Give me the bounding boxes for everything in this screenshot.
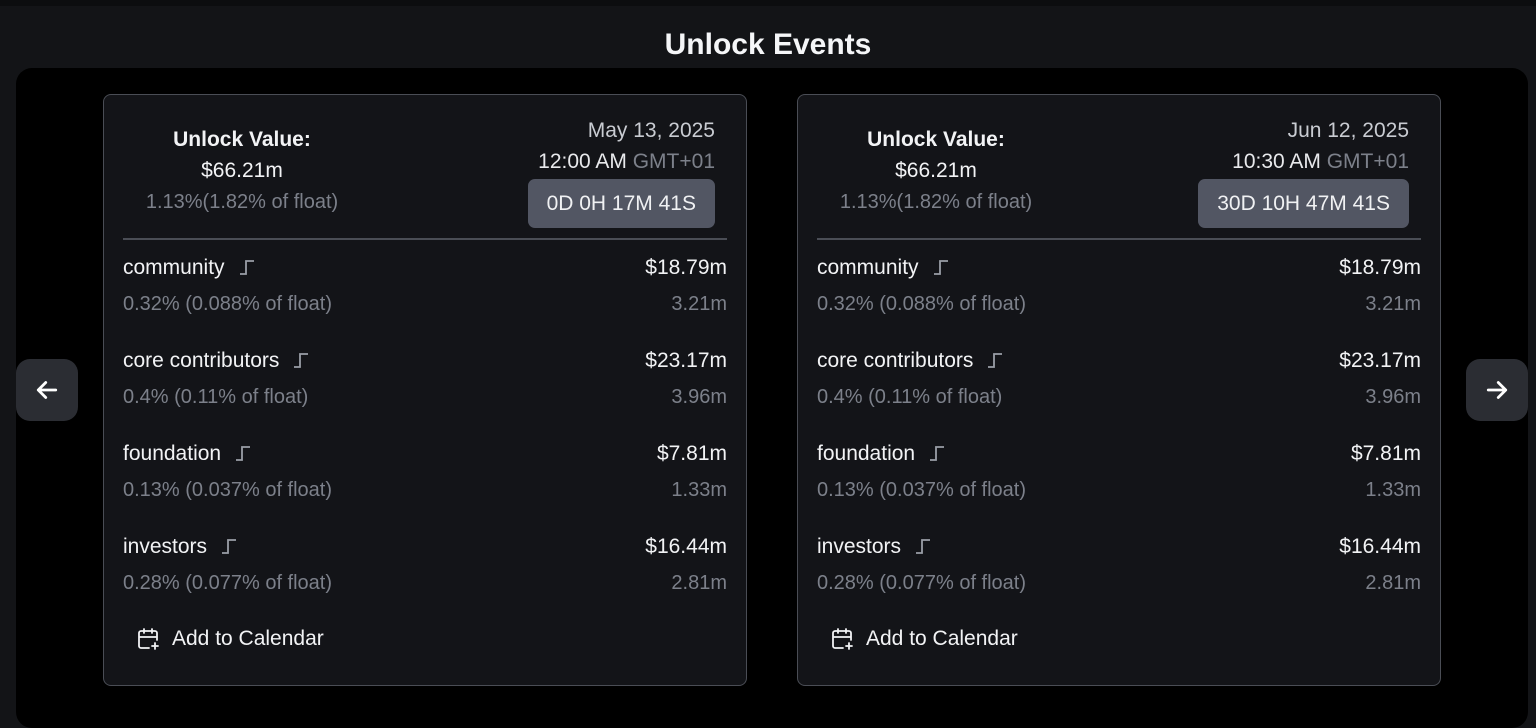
allocation-percent: 0.32% (0.088% of float) [123, 293, 333, 315]
allocation-usd: $7.81m [1350, 442, 1421, 465]
allocation-row: investors 0.28% (0.077% of float) $16.44… [817, 532, 1421, 612]
prev-button[interactable] [16, 359, 78, 421]
unlock-value: $66.21m [895, 159, 977, 182]
top-bar [0, 0, 1536, 6]
allocation-name: investors [123, 535, 208, 558]
countdown-badge: 30D 10H 47M 41S [1198, 179, 1409, 228]
allocation-amount: 3.96m [671, 386, 727, 408]
allocation-name: community [817, 256, 919, 279]
allocation-usd: $18.79m [645, 256, 727, 279]
allocation-amount: 1.33m [1365, 479, 1421, 501]
arrow-left-icon [36, 381, 58, 399]
countdown-badge: 0D 0H 17M 41S [527, 179, 715, 228]
allocation-row: foundation 0.13% (0.037% of float) $7.81… [123, 439, 727, 519]
allocation-percent: 0.32% (0.088% of float) [817, 293, 1027, 315]
calendar-plus-icon [138, 628, 159, 650]
divider [817, 238, 1421, 240]
allocation-amount: 1.33m [671, 479, 727, 501]
step-unlock-icon [916, 539, 931, 554]
add-to-calendar-button[interactable]: Add to Calendar [830, 624, 1018, 654]
unlock-percent: 1.13%(1.82% of float) [839, 191, 1033, 213]
allocation-name: community [123, 256, 225, 279]
step-unlock-icon [930, 446, 945, 461]
timezone: GMT+01 [1326, 150, 1409, 173]
unlock-event-card: Unlock Value: $66.21m 1.13%(1.82% of flo… [797, 94, 1441, 686]
unlock-date: Jun 12, 2025 [1287, 119, 1409, 142]
add-to-calendar-label: Add to Calendar [866, 627, 1018, 650]
allocation-usd: $23.17m [645, 349, 727, 372]
step-unlock-icon [239, 260, 254, 275]
allocation-name: investors [817, 535, 902, 558]
step-unlock-icon [294, 353, 309, 368]
unlock-date: May 13, 2025 [587, 119, 715, 142]
allocation-row: core contributors 0.4% (0.11% of float) … [123, 346, 727, 426]
unlock-time: 12:00 AM [538, 150, 627, 173]
unlock-value: $66.21m [201, 159, 283, 182]
unlock-event-card: Unlock Value: $66.21m 1.13%(1.82% of flo… [103, 94, 747, 686]
allocation-row: investors 0.28% (0.077% of float) $16.44… [123, 532, 727, 612]
arrow-right-icon [1486, 381, 1508, 399]
allocation-percent: 0.28% (0.077% of float) [817, 572, 1027, 594]
next-button[interactable] [1466, 359, 1528, 421]
calendar-plus-icon [832, 628, 853, 650]
allocation-name: foundation [123, 442, 222, 465]
allocation-amount: 3.21m [671, 293, 727, 315]
allocation-usd: $16.44m [1339, 535, 1421, 558]
add-to-calendar-label: Add to Calendar [172, 627, 324, 650]
timezone: GMT+01 [632, 150, 715, 173]
add-to-calendar-button[interactable]: Add to Calendar [136, 624, 324, 654]
allocation-amount: 2.81m [671, 572, 727, 594]
allocation-usd: $16.44m [645, 535, 727, 558]
allocation-row: foundation 0.13% (0.037% of float) $7.81… [817, 439, 1421, 519]
page-title: Unlock Events [664, 28, 872, 61]
allocation-row: community 0.32% (0.088% of float) $18.79… [817, 253, 1421, 333]
unlock-percent: 1.13%(1.82% of float) [145, 191, 339, 213]
unlock-value-label: Unlock Value: [173, 128, 311, 151]
allocation-row: core contributors 0.4% (0.11% of float) … [817, 346, 1421, 426]
allocation-percent: 0.4% (0.11% of float) [817, 386, 1003, 408]
allocation-percent: 0.4% (0.11% of float) [123, 386, 309, 408]
allocation-usd: $7.81m [656, 442, 727, 465]
step-unlock-icon [222, 539, 237, 554]
allocation-row: community 0.32% (0.088% of float) $18.79… [123, 253, 727, 333]
allocation-amount: 2.81m [1365, 572, 1421, 594]
step-unlock-icon [933, 260, 948, 275]
allocation-usd: $23.17m [1339, 349, 1421, 372]
divider [123, 238, 727, 240]
allocation-amount: 3.21m [1365, 293, 1421, 315]
allocation-name: core contributors [817, 349, 974, 372]
step-unlock-icon [988, 353, 1003, 368]
unlock-time: 10:30 AM [1232, 150, 1321, 173]
allocation-amount: 3.96m [1365, 386, 1421, 408]
allocation-percent: 0.13% (0.037% of float) [123, 479, 333, 501]
allocation-percent: 0.13% (0.037% of float) [817, 479, 1027, 501]
allocation-name: core contributors [123, 349, 280, 372]
allocation-percent: 0.28% (0.077% of float) [123, 572, 333, 594]
allocation-name: foundation [817, 442, 916, 465]
allocation-usd: $18.79m [1339, 256, 1421, 279]
unlock-value-label: Unlock Value: [867, 128, 1005, 151]
step-unlock-icon [236, 446, 251, 461]
